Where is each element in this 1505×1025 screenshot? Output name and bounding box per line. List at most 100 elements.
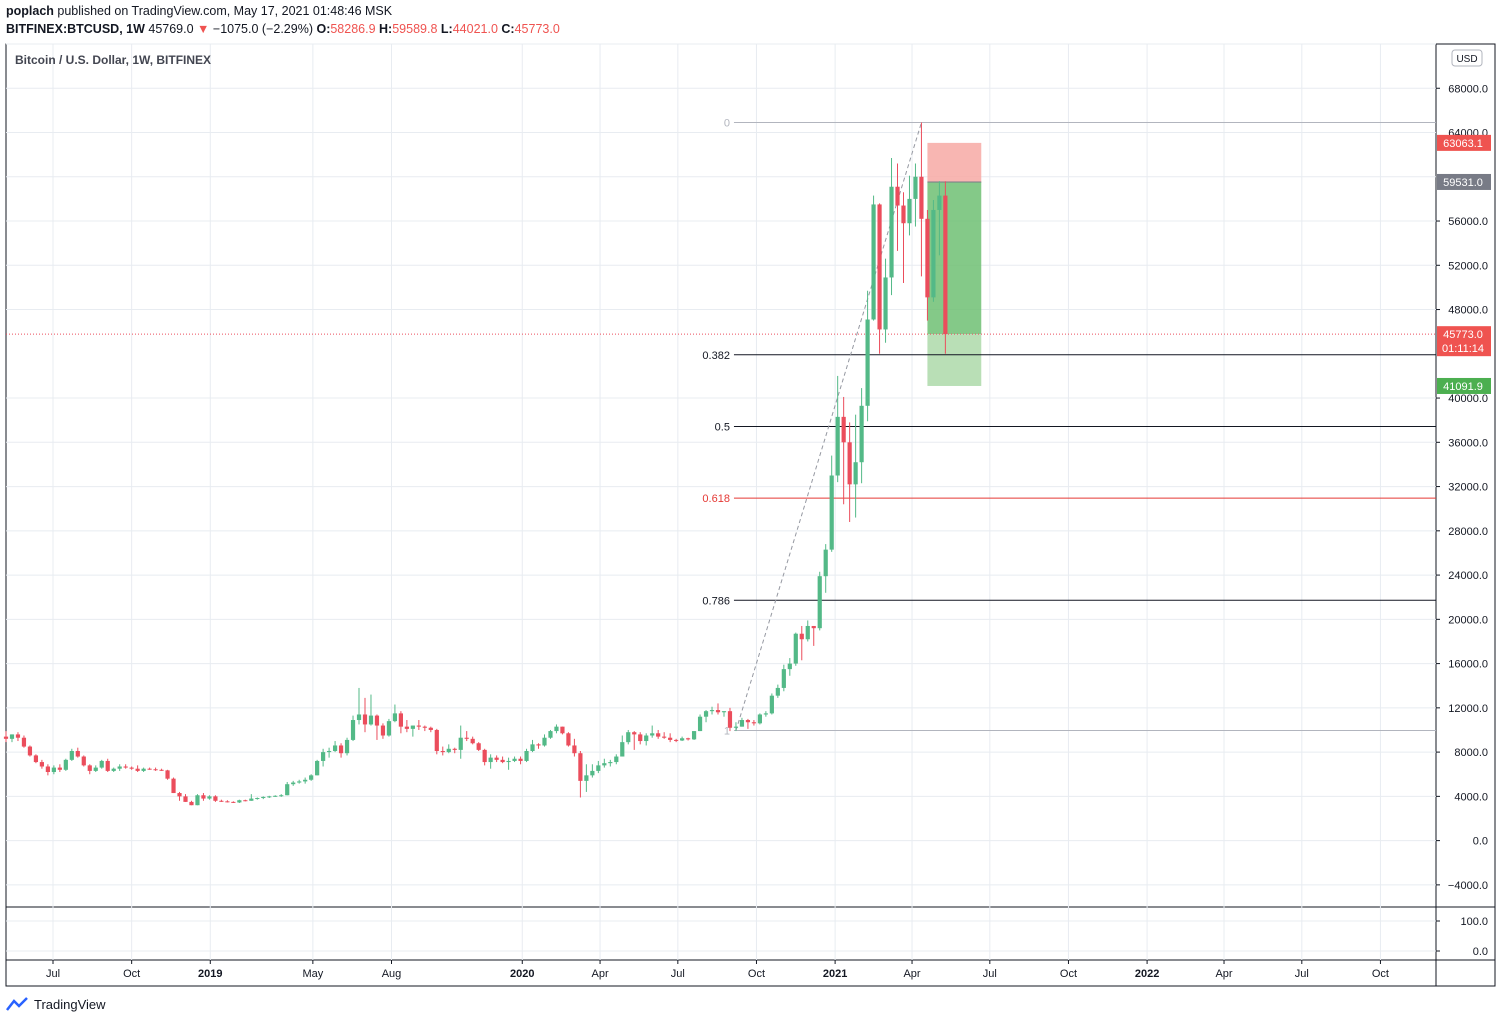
candle-body (243, 800, 248, 802)
x-tick-label: Jul (1295, 968, 1309, 980)
candle-body (494, 757, 499, 760)
publisher-name[interactable]: poplach (6, 4, 54, 18)
tradingview-logo[interactable]: TradingView (6, 996, 106, 1012)
close-label: C: (501, 22, 515, 36)
candle-body (638, 734, 643, 742)
y-tick-label: 56000.0 (1448, 216, 1488, 228)
candle-body (578, 753, 583, 781)
candle-body (201, 795, 206, 799)
last-price-tag-bg (1437, 326, 1491, 357)
candle-body (51, 767, 56, 773)
candle-body (404, 726, 409, 729)
candle-body (231, 801, 236, 803)
x-tick-label: Oct (1060, 968, 1077, 980)
candle-body (943, 195, 948, 335)
fib-level-label: 0.382 (702, 350, 730, 362)
candle-body (344, 739, 350, 754)
candle-body (165, 770, 170, 779)
candle-body (566, 733, 571, 746)
stop-zone (927, 142, 982, 182)
stop-price-tag: 63063.1 (1443, 138, 1483, 150)
candle-body (177, 793, 182, 797)
candle-body (697, 716, 703, 732)
candle-body (332, 745, 338, 751)
candle-body (237, 800, 242, 803)
candle-body (315, 760, 320, 776)
x-tick-label: Apr (591, 968, 608, 980)
x-tick-label: May (302, 968, 323, 980)
candle-body (709, 710, 715, 712)
candle-body (171, 778, 176, 794)
candle-body (452, 748, 457, 750)
candle-body (117, 766, 122, 769)
candle-body (727, 711, 733, 728)
candle-body (141, 768, 146, 771)
candle-body (39, 762, 44, 767)
candle-body (428, 727, 433, 730)
candle-body (745, 720, 751, 723)
candle-body (554, 726, 559, 732)
target-price-tag: 41091.9 (1443, 381, 1483, 393)
x-tick-label: Jul (46, 968, 60, 980)
currency-label: USD (1456, 54, 1477, 65)
entry-price-tag: 59531.0 (1443, 177, 1483, 189)
y-tick-label: 20000.0 (1448, 614, 1488, 626)
y-tick-label: 40000.0 (1448, 393, 1488, 405)
candle-body (470, 738, 475, 744)
y-tick-label: 8000.0 (1454, 747, 1488, 759)
candle-body (829, 475, 834, 550)
candle-body (105, 760, 110, 771)
candle-body (362, 714, 368, 725)
fib-level-label: 0.618 (702, 493, 730, 505)
candle-body (674, 739, 679, 741)
candle-body (123, 766, 128, 768)
candle-body (338, 745, 344, 754)
tradingview-icon (6, 997, 28, 1011)
candle-body (931, 209, 936, 298)
candle-body (267, 796, 272, 798)
candle-body (386, 721, 392, 736)
candle-body (356, 714, 362, 721)
candle-body (769, 695, 774, 714)
x-tick-label: Apr (1215, 968, 1232, 980)
x-tick-label: 2020 (510, 968, 534, 980)
candle-body (775, 687, 780, 696)
candle-body (440, 750, 445, 753)
candle-body (500, 759, 505, 763)
candle-body (9, 734, 15, 739)
candle-body (536, 744, 541, 746)
candle-body (596, 765, 601, 771)
candle-body (757, 714, 762, 724)
candle-body (913, 176, 918, 199)
candle-body (63, 759, 68, 770)
last-price: 45769.0 (148, 22, 194, 36)
candle-body (506, 760, 511, 763)
candle-body (614, 756, 619, 763)
candle-body (464, 737, 469, 739)
candle-body (225, 801, 230, 803)
bar-countdown: 01:11:14 (1442, 343, 1484, 355)
candle-body (309, 775, 314, 780)
candle-body (530, 744, 535, 751)
open-label: O: (316, 22, 331, 36)
high-value: 59589.8 (392, 22, 438, 36)
candle-body (859, 405, 864, 463)
candle-body (644, 735, 649, 742)
candle-body (919, 176, 924, 219)
candle-body (937, 195, 942, 210)
candle-body (374, 715, 380, 726)
candle-body (811, 625, 816, 629)
indicator-tick-label: 0.0 (1473, 946, 1488, 958)
y-tick-label: 28000.0 (1448, 526, 1488, 538)
x-tick-label: Jul (983, 968, 997, 980)
fib-level-label: 0.5 (715, 421, 730, 433)
y-tick-label: 32000.0 (1448, 482, 1488, 494)
candle-body (326, 750, 332, 753)
indicator-tick-label: 100.0 (1460, 916, 1488, 928)
candle-body (889, 186, 894, 278)
candle-body (925, 218, 930, 298)
candle-body (33, 755, 39, 763)
candle-body (883, 277, 888, 330)
candle-body (632, 732, 637, 735)
